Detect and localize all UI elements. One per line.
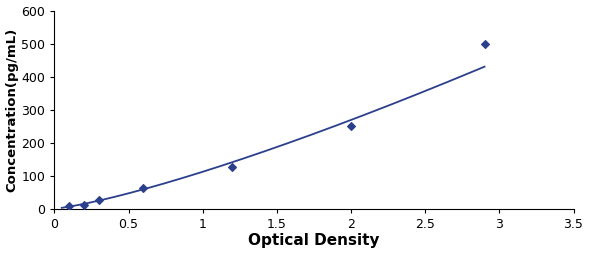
Y-axis label: Concentration(pg/mL): Concentration(pg/mL) <box>5 27 19 192</box>
X-axis label: Optical Density: Optical Density <box>248 233 380 248</box>
